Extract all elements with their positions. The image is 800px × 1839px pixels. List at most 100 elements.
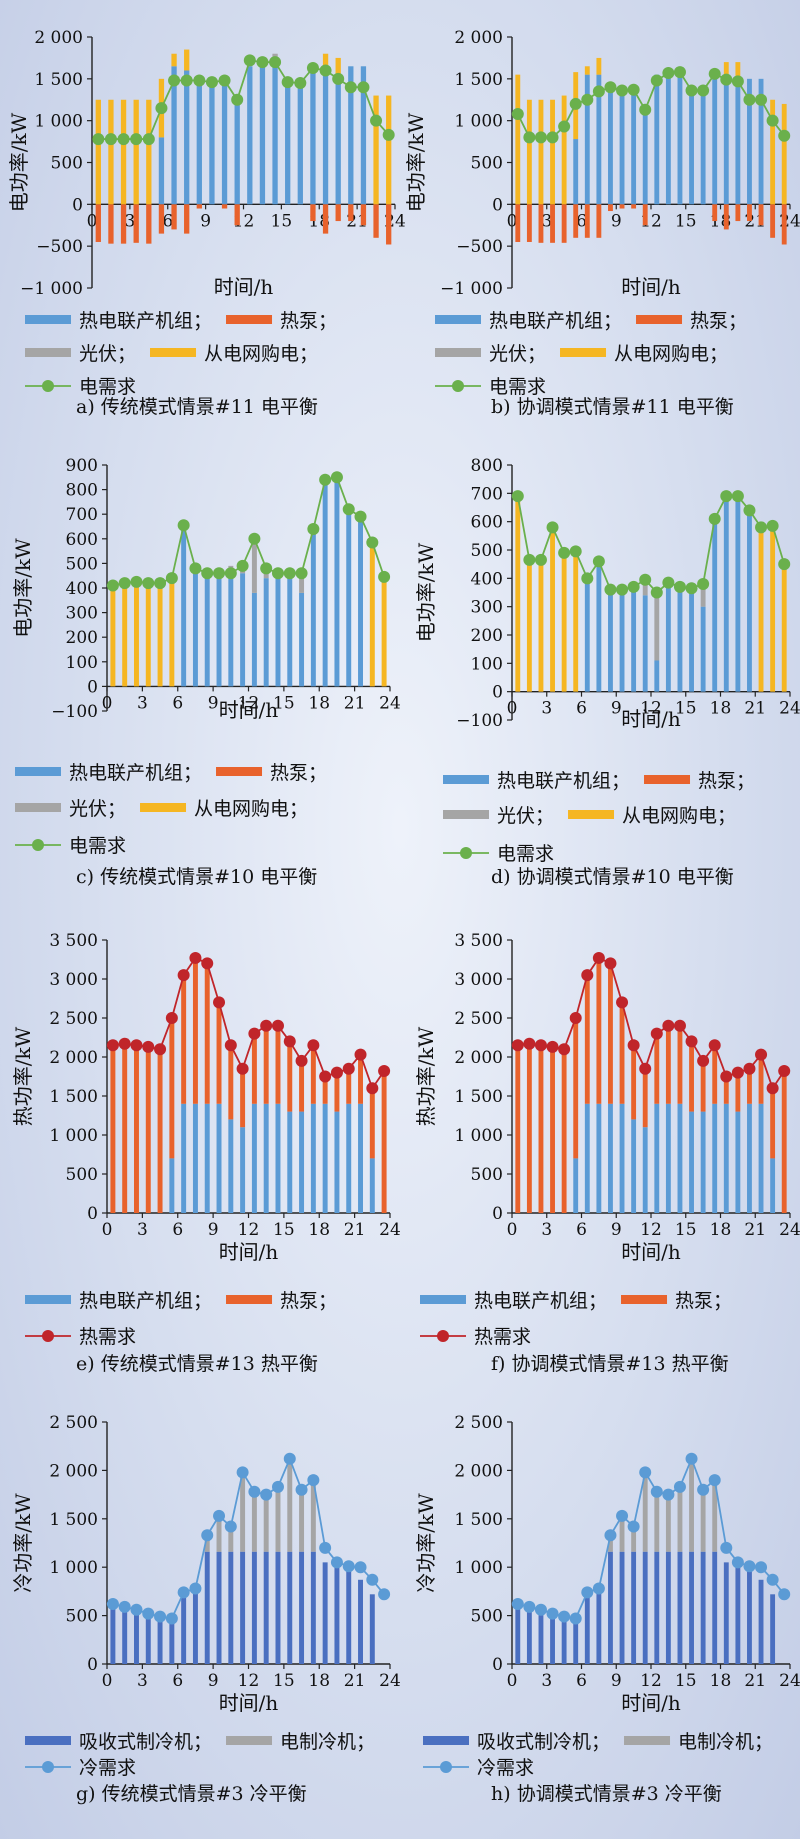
bar-chp <box>204 573 210 687</box>
legend-label: 从电网购电； <box>614 343 728 365</box>
y-tick-label: −100 <box>456 711 503 731</box>
demand-marker <box>271 1019 284 1032</box>
bar-heat_pump <box>608 963 613 1104</box>
bar-chp <box>677 1103 683 1213</box>
bar-chp <box>689 1111 694 1213</box>
bar-grid <box>526 99 532 205</box>
bar-chp <box>619 589 625 692</box>
y-tick-label: 800 <box>471 456 503 476</box>
bar-chp <box>700 1111 706 1213</box>
demand-marker <box>189 1582 202 1595</box>
y-tick-label: 0 <box>492 683 503 703</box>
demand-marker <box>639 573 652 586</box>
demand-marker <box>662 576 675 589</box>
bar-chp <box>596 74 602 205</box>
demand-marker <box>662 1019 675 1032</box>
x-axis-title: 时间/h <box>214 275 274 299</box>
demand-marker <box>332 72 345 85</box>
x-tick-label: 18 <box>308 1671 330 1691</box>
legend-swatch <box>140 803 187 812</box>
demand-marker <box>330 471 343 484</box>
bar-grid <box>369 542 375 687</box>
bar-heat_pump <box>240 1068 246 1128</box>
demand-marker <box>354 510 367 523</box>
bar-heat_pump <box>134 1045 139 1213</box>
bar-heat_pump <box>538 1045 544 1213</box>
y-tick-label: 1 000 <box>49 1126 98 1146</box>
bar-grid <box>146 99 152 205</box>
bar-heat_pump <box>221 204 228 209</box>
legend-swatch <box>25 1295 71 1304</box>
bar-chp <box>322 74 329 205</box>
demand-marker <box>283 1452 296 1465</box>
demand-marker <box>330 1556 343 1569</box>
x-tick-label: 15 <box>675 211 697 231</box>
y-tick-label: 0 <box>87 677 98 697</box>
y-tick-label: 700 <box>66 505 98 525</box>
demand-marker <box>142 577 155 590</box>
y-tick-label: 200 <box>471 626 503 646</box>
x-tick-label: 15 <box>273 1220 295 1240</box>
y-tick-label: 500 <box>471 154 503 174</box>
bar-chp <box>209 83 215 205</box>
y-tick-label: 500 <box>471 1607 503 1627</box>
demand-marker <box>177 969 190 982</box>
bar-heat_pump <box>108 204 114 244</box>
y-tick-label: 1 000 <box>49 1558 98 1578</box>
demand-marker <box>558 1610 571 1623</box>
legend-swatch <box>560 348 607 357</box>
y-axis-title: 冷功率/kW <box>11 1493 35 1593</box>
bar-chp <box>240 573 246 687</box>
bar-chp <box>216 1103 222 1213</box>
bar-absorber <box>758 1579 764 1664</box>
y-tick-label: 500 <box>471 541 503 561</box>
bar-absorber <box>538 1609 544 1664</box>
bar-heat_pump <box>171 204 177 230</box>
bar-heat_pump <box>196 204 202 209</box>
legend-label: 热需求 <box>474 1326 531 1348</box>
bar-pv <box>299 575 305 593</box>
x-tick-label: 24 <box>379 1671 401 1691</box>
bar-chp <box>335 74 341 205</box>
x-tick-label: 0 <box>507 211 518 231</box>
bar-chp <box>712 1103 718 1213</box>
x-tick-label: 15 <box>271 211 293 231</box>
demand-marker <box>154 1610 167 1623</box>
demand-marker <box>201 957 214 970</box>
demand-marker <box>616 1509 629 1522</box>
x-tick-label: 0 <box>507 1220 518 1240</box>
legend-swatch <box>435 348 481 357</box>
x-tick-label: 18 <box>710 699 732 719</box>
x-tick-label: 0 <box>507 1671 518 1691</box>
demand-marker <box>319 1070 332 1083</box>
bar-heat_pump <box>642 204 648 226</box>
panel-caption: e) 传统模式情景#13 热平衡 <box>76 1353 318 1375</box>
demand-marker <box>118 1600 131 1613</box>
x-axis-title: 时间/h <box>621 1240 681 1264</box>
x-tick-label: 9 <box>611 1220 622 1240</box>
bar-heat_pump <box>781 204 787 245</box>
bar-chp <box>169 1158 175 1213</box>
bar-chp <box>346 1103 352 1213</box>
y-tick-label: 2 000 <box>49 1461 98 1481</box>
demand-marker <box>743 93 756 106</box>
x-tick-label: 3 <box>541 1671 552 1691</box>
legend-label: 热电联产机组； <box>69 762 202 784</box>
bar-chp <box>642 1127 648 1213</box>
demand-marker <box>177 519 190 532</box>
x-tick-label: 18 <box>710 1671 732 1691</box>
demand-marker <box>708 512 721 525</box>
y-tick-label: 1 500 <box>34 70 83 90</box>
bar-chp <box>310 1103 316 1213</box>
bar-chp <box>216 573 222 687</box>
bar-chp <box>334 477 340 687</box>
x-axis-title: 时间/h <box>219 1691 279 1715</box>
bar-chp <box>275 1103 281 1213</box>
bar-heat_pump <box>596 957 602 1104</box>
legend-label: 从电网购电； <box>204 343 318 365</box>
demand-marker <box>243 54 256 67</box>
bar-chp <box>735 496 741 692</box>
bar-heat_pump <box>573 204 579 238</box>
bar-absorber <box>631 1551 637 1664</box>
